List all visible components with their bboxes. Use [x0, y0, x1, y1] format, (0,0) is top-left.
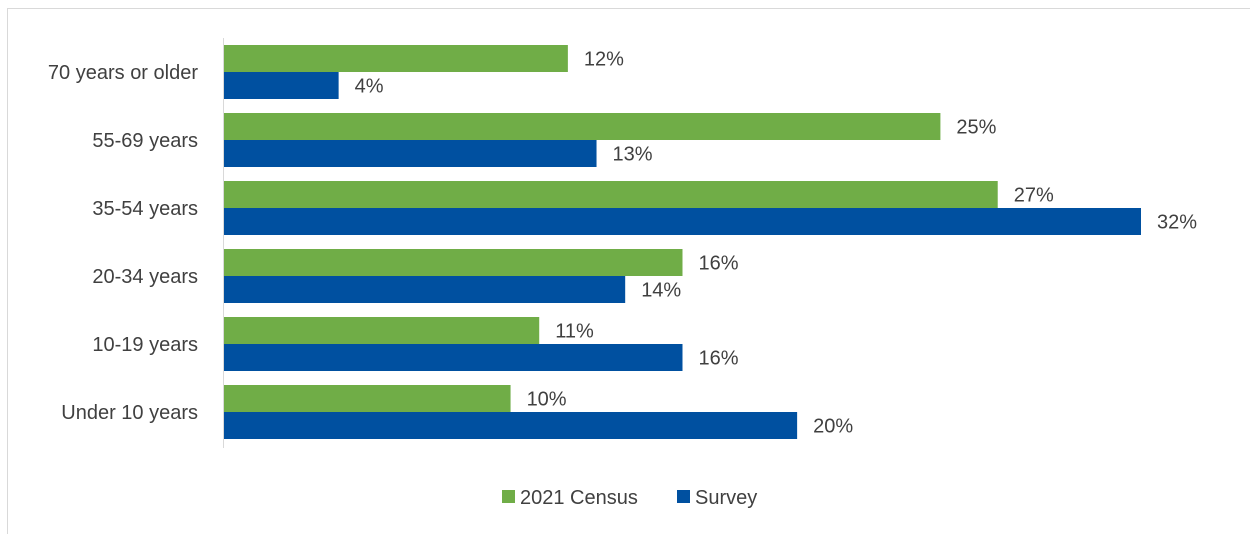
data-label-survey: 32% [1157, 212, 1197, 234]
bar-survey [224, 412, 798, 439]
category-label: 35-54 years [92, 198, 198, 220]
data-label-survey: 20% [813, 416, 853, 438]
data-label-survey: 14% [641, 280, 681, 302]
data-label-census: 12% [584, 49, 624, 71]
data-label-census: 25% [956, 117, 996, 139]
bar-census [224, 45, 568, 72]
category-label: 20-34 years [92, 266, 198, 288]
bar-survey [224, 140, 597, 167]
data-label-census: 16% [699, 253, 739, 275]
category-label: 70 years or older [48, 62, 198, 84]
legend-label-survey: Survey [695, 487, 757, 509]
labels-group: 70 years or older 12% 4% 55-69 years 25% 13% 3… [48, 49, 1197, 438]
bar-census [224, 113, 941, 140]
data-label-census: 10% [527, 389, 567, 411]
bar-census [224, 181, 998, 208]
bar-census [224, 385, 511, 412]
bar-survey [224, 208, 1141, 235]
legend: 2021 Census Survey [502, 487, 757, 509]
category-label: Under 10 years [61, 402, 198, 424]
data-label-survey: 4% [355, 76, 384, 98]
chart-frame [7, 8, 1250, 534]
bars-group [224, 45, 1141, 439]
bar-survey [224, 276, 626, 303]
legend-label-census: 2021 Census [520, 487, 638, 509]
bar-survey [224, 344, 683, 371]
legend-swatch-survey [677, 490, 690, 503]
legend-swatch-census [502, 490, 515, 503]
bar-census [224, 317, 540, 344]
category-label: 55-69 years [92, 130, 198, 152]
category-label: 10-19 years [92, 334, 198, 356]
data-label-survey: 16% [699, 348, 739, 370]
bar-census [224, 249, 683, 276]
data-label-census: 27% [1014, 185, 1054, 207]
bar-survey [224, 72, 339, 99]
data-label-survey: 13% [613, 144, 653, 166]
data-label-census: 11% [555, 321, 594, 343]
